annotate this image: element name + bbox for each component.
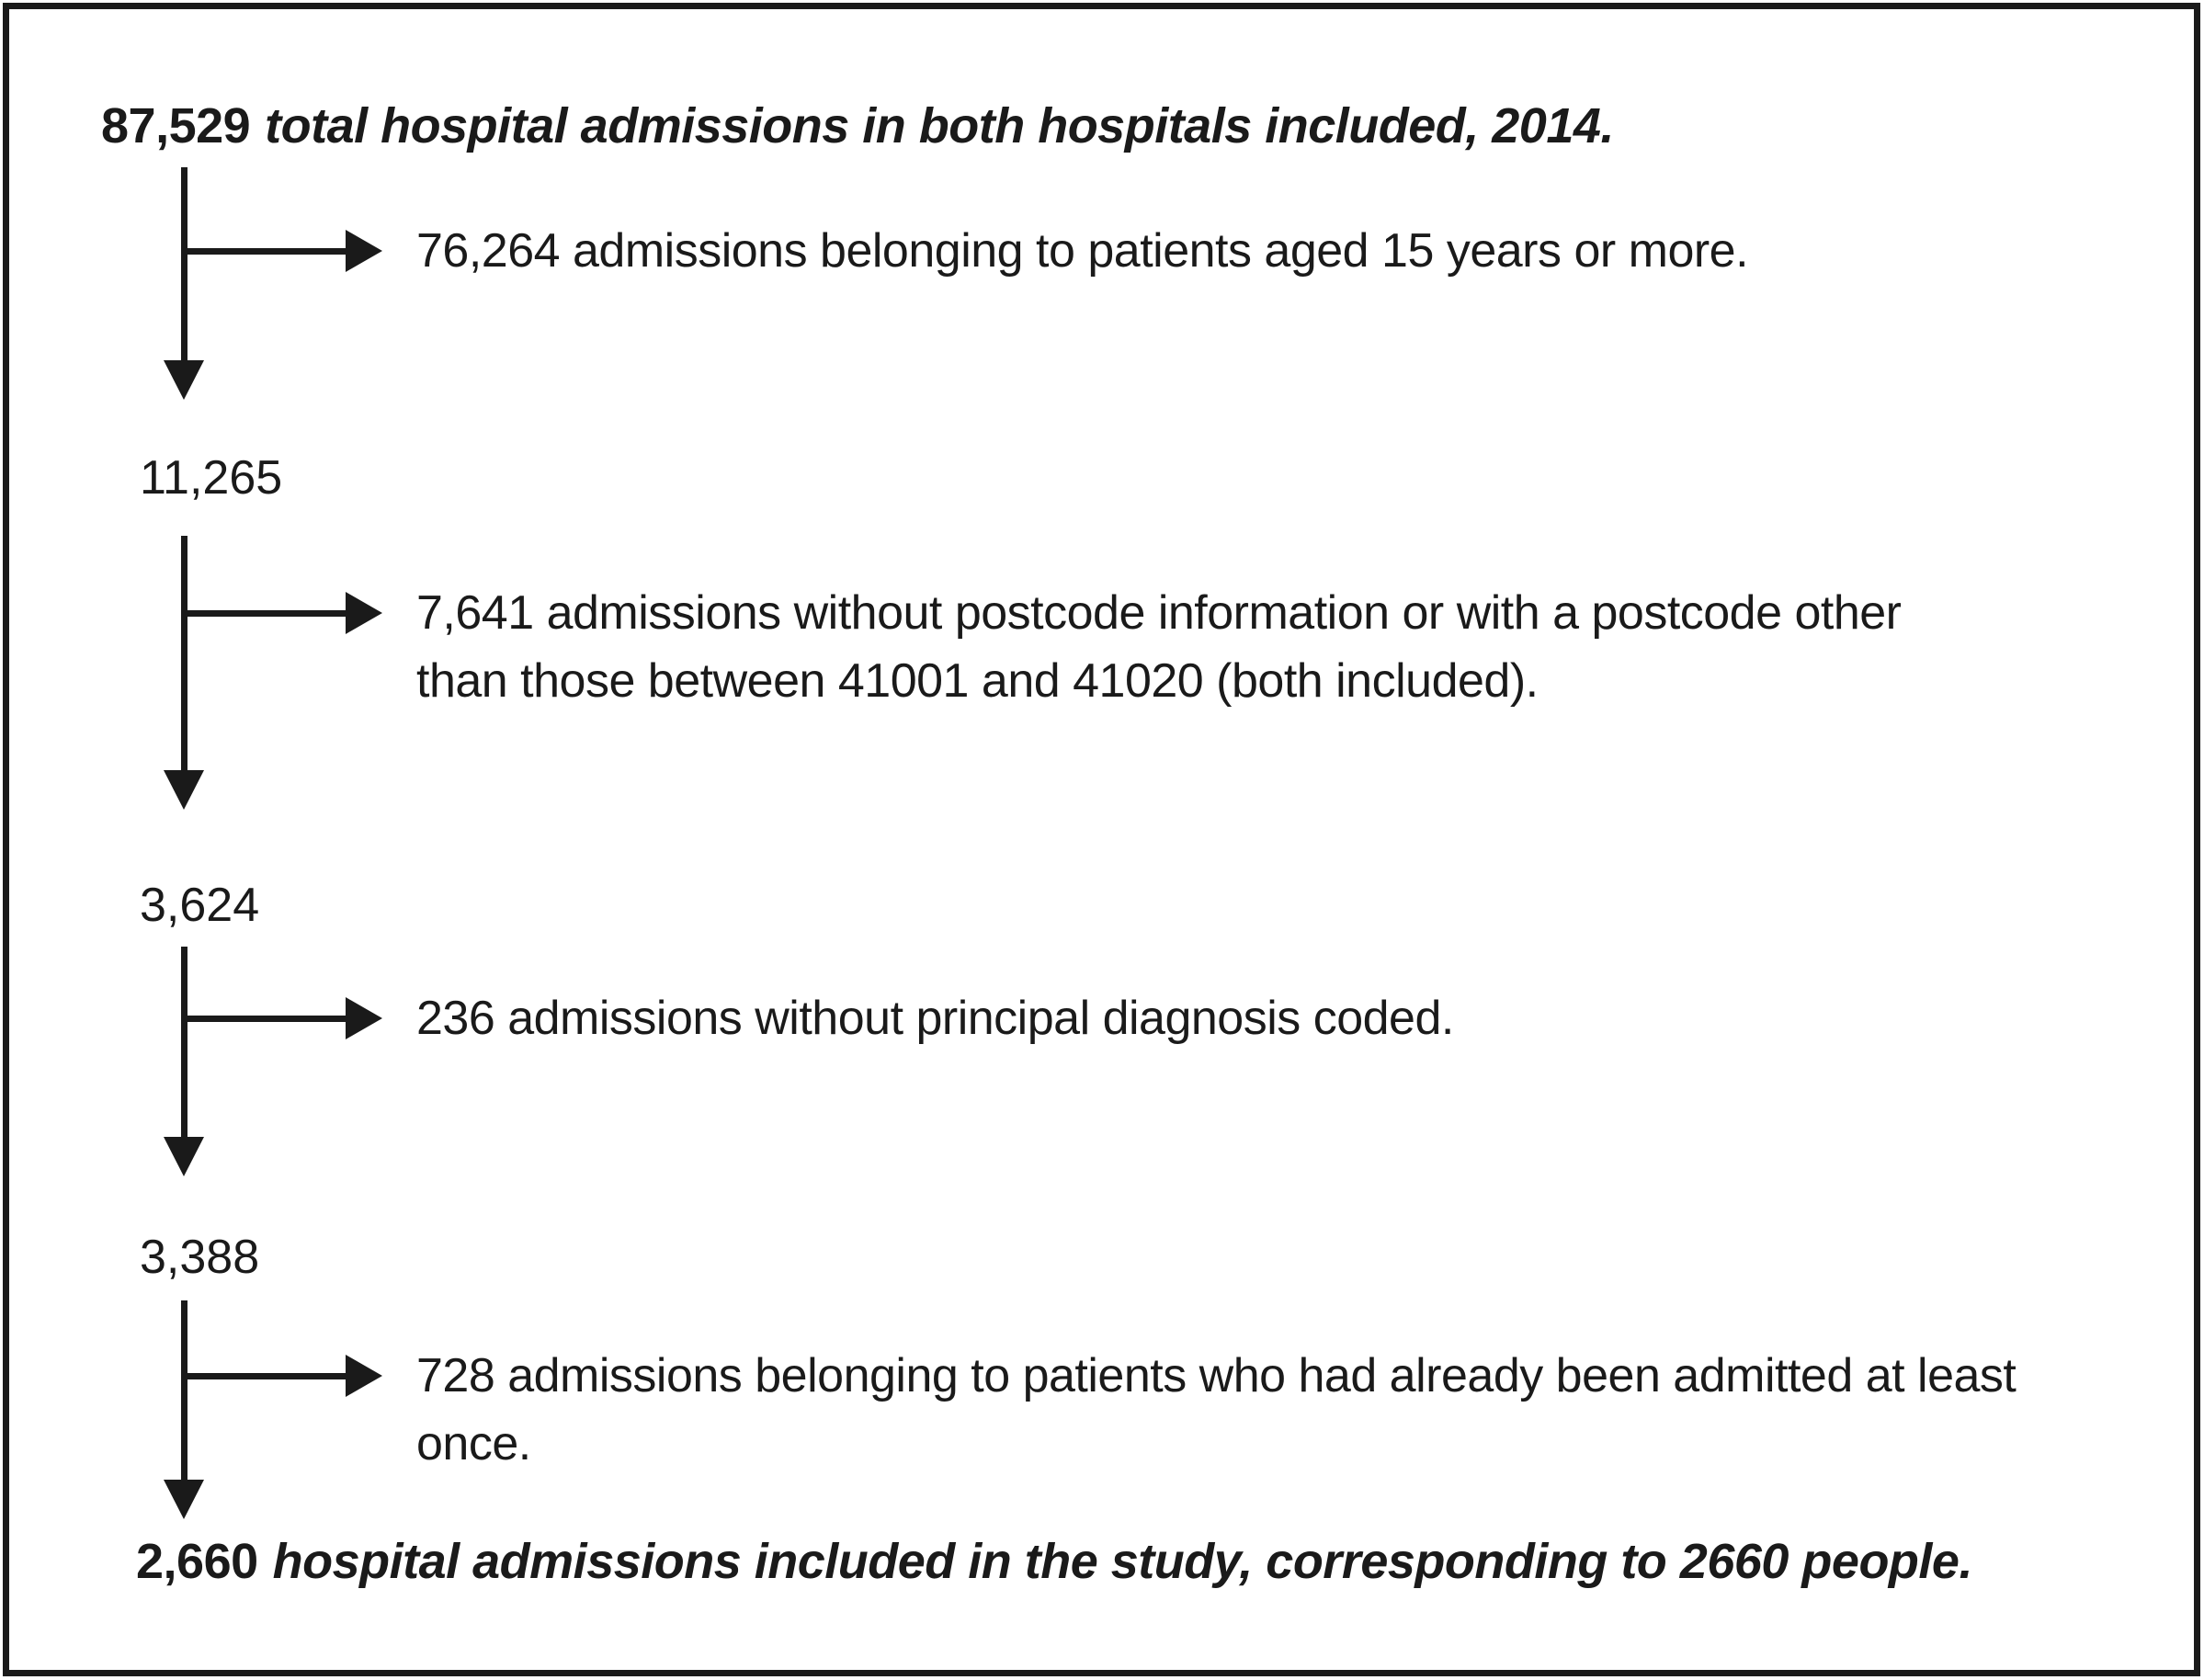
result-title: 2,660 hospital admissions included in the… [136,1527,1972,1596]
arrow-down-head-1-icon [164,360,204,400]
intermediate-count-1: 11,265 [140,451,283,505]
arrow-right-head-4-icon [346,1355,382,1397]
result-count: 2,660 [136,1534,258,1589]
flow-line-3 [181,947,187,1137]
intermediate-count-3: 3,388 [140,1231,260,1284]
flow-line-4 [181,1300,187,1480]
exclusion-text-1: 76,264 admissions belonging to patients … [416,224,1749,278]
branch-line-3 [184,1016,347,1022]
result-label: hospital admissions included in the stud… [272,1534,1973,1589]
source-count: 87,529 [101,98,251,153]
arrow-right-head-3-icon [346,997,382,1039]
exclusion-text-2: 7,641 admissions without postcode inform… [416,586,1902,708]
branch-line-1 [184,248,347,255]
flow-line-1 [181,167,187,360]
flow-line-2 [181,536,187,770]
branch-line-4 [184,1373,347,1379]
source-title: 87,529 total hospital admissions in both … [101,92,1614,161]
arrow-down-head-4-icon [164,1480,204,1519]
intermediate-count-2: 3,624 [140,879,260,932]
exclusion-text-4: 728 admissions belonging to patients who… [416,1349,2017,1470]
arrow-down-head-2-icon [164,770,204,810]
arrow-right-head-1-icon [346,230,382,272]
source-label: total hospital admissions in both hospit… [265,98,1614,153]
exclusion-text-3: 236 admissions without principal diagnos… [416,992,1454,1045]
arrow-down-head-3-icon [164,1137,204,1176]
branch-line-2 [184,610,347,617]
arrow-right-head-2-icon [346,592,382,634]
